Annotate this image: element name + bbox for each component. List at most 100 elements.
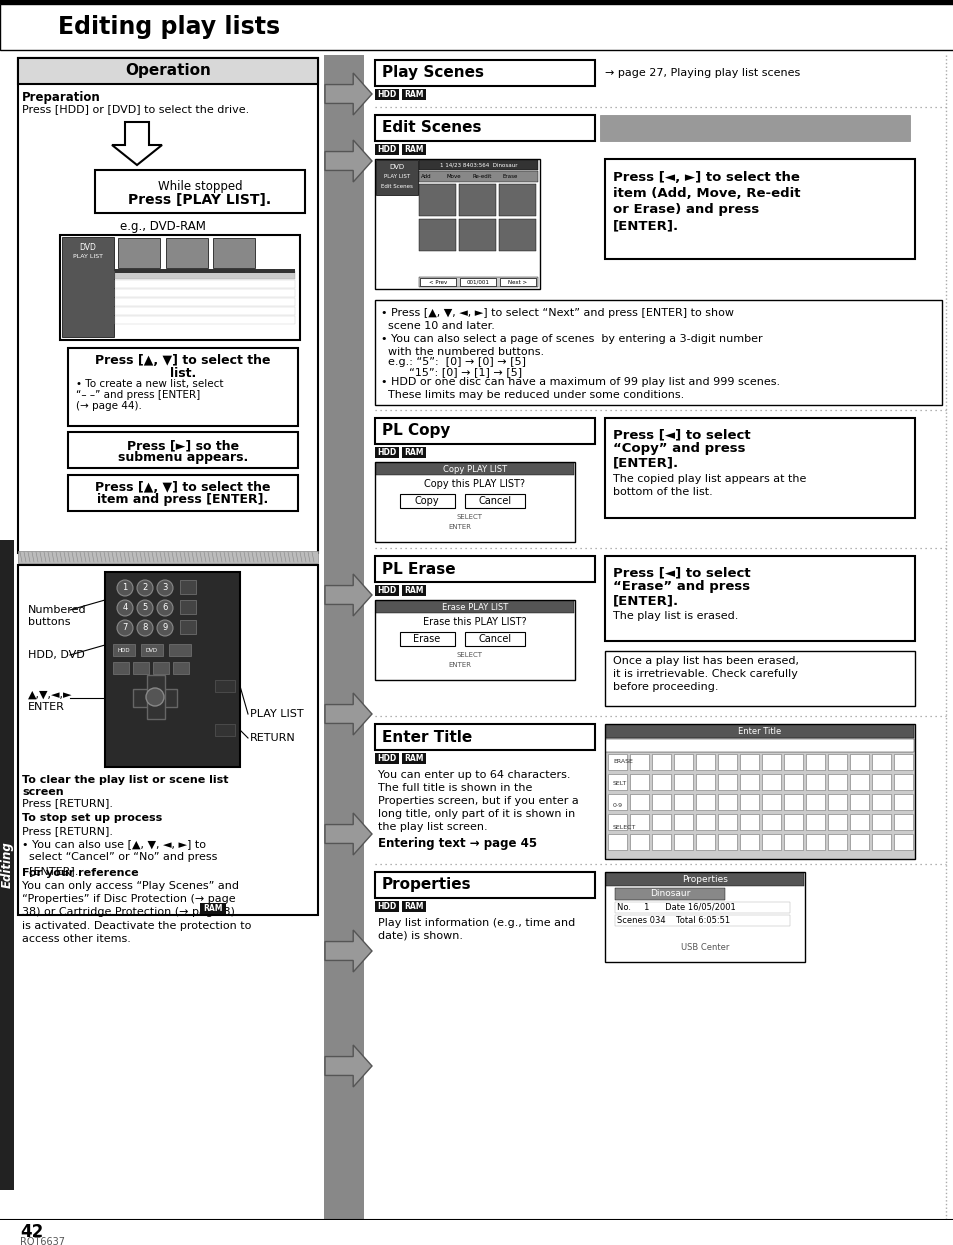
Bar <box>673 774 692 791</box>
Text: date) is shown.: date) is shown. <box>377 931 462 941</box>
Bar <box>761 834 781 850</box>
Bar <box>673 834 692 850</box>
Polygon shape <box>325 693 372 735</box>
Bar <box>68 432 297 468</box>
Polygon shape <box>325 73 372 115</box>
Text: Move: Move <box>446 174 461 179</box>
Bar <box>849 774 868 791</box>
Text: 42: 42 <box>20 1223 43 1241</box>
Text: No.     1      Date 16/05/2001: No. 1 Date 16/05/2001 <box>617 903 735 913</box>
Bar <box>401 447 426 458</box>
Bar <box>68 476 297 510</box>
Text: 8: 8 <box>142 624 148 632</box>
Bar <box>132 688 177 707</box>
Bar <box>761 794 781 810</box>
Text: Edit Scenes: Edit Scenes <box>381 121 481 136</box>
Bar <box>118 238 160 268</box>
Text: HDD: HDD <box>377 754 396 763</box>
Bar <box>112 644 135 656</box>
Bar <box>375 753 398 764</box>
Bar <box>375 88 398 100</box>
Bar <box>115 308 294 315</box>
Bar <box>115 271 294 279</box>
Bar <box>152 662 169 674</box>
Bar <box>893 834 912 850</box>
Bar <box>761 814 781 830</box>
Bar <box>132 662 149 674</box>
Bar <box>375 447 398 458</box>
Text: Preparation: Preparation <box>22 91 101 105</box>
Bar <box>68 349 297 426</box>
Text: Cancel: Cancel <box>478 496 511 505</box>
Text: PLAY LIST: PLAY LIST <box>250 708 303 720</box>
Circle shape <box>117 580 132 596</box>
Bar <box>498 219 536 251</box>
Bar <box>401 901 426 913</box>
Bar <box>651 794 670 810</box>
Bar <box>673 754 692 769</box>
Bar <box>718 794 737 810</box>
Text: PLAY LIST: PLAY LIST <box>383 174 410 179</box>
Text: [ENTER].: [ENTER]. <box>613 456 679 469</box>
Text: Properties: Properties <box>381 878 471 893</box>
Bar <box>615 901 789 913</box>
Text: “Erase” and press: “Erase” and press <box>613 580 749 593</box>
Bar <box>893 814 912 830</box>
Bar <box>604 872 804 962</box>
Text: These limits may be reduced under some conditions.: These limits may be reduced under some c… <box>380 390 683 400</box>
Text: The copied play list appears at the: The copied play list appears at the <box>613 474 805 484</box>
Bar <box>115 280 294 288</box>
Text: While stopped: While stopped <box>157 181 242 193</box>
Bar <box>18 565 317 915</box>
Bar <box>0 1220 953 1245</box>
Text: “Copy” and press: “Copy” and press <box>613 442 744 454</box>
Text: Numbered
buttons: Numbered buttons <box>28 605 87 626</box>
Text: “– –” and press [ENTER]: “– –” and press [ENTER] <box>76 390 200 400</box>
Bar <box>805 754 824 769</box>
Text: Copy this PLAY LIST?: Copy this PLAY LIST? <box>424 479 525 489</box>
Bar <box>169 644 191 656</box>
Text: “15”: [0] → [1] → [5]: “15”: [0] → [1] → [5] <box>380 367 521 377</box>
Text: 2: 2 <box>142 584 148 593</box>
Bar <box>401 753 426 764</box>
Text: (→ page 44).: (→ page 44). <box>76 401 142 411</box>
Text: RAM: RAM <box>404 754 423 763</box>
Bar <box>827 814 846 830</box>
Bar <box>718 774 737 791</box>
Bar <box>180 620 195 634</box>
Polygon shape <box>325 1045 372 1087</box>
Bar <box>0 0 953 4</box>
Bar <box>849 814 868 830</box>
Bar <box>740 794 759 810</box>
Bar <box>651 754 670 769</box>
Polygon shape <box>55 372 68 392</box>
Bar <box>615 915 789 926</box>
Bar <box>783 794 802 810</box>
Polygon shape <box>325 574 372 616</box>
Bar <box>604 651 914 706</box>
Text: 3: 3 <box>162 584 168 593</box>
Text: • To create a new list, select: • To create a new list, select <box>76 378 223 388</box>
Text: Erase this PLAY LIST?: Erase this PLAY LIST? <box>423 618 526 627</box>
Bar <box>740 754 759 769</box>
Bar <box>651 834 670 850</box>
Text: e.g., DVD-RAM: e.g., DVD-RAM <box>120 220 206 233</box>
Text: Editing play lists: Editing play lists <box>58 15 280 39</box>
Text: USB Center: USB Center <box>680 944 728 952</box>
Circle shape <box>137 580 152 596</box>
Text: RQT6637: RQT6637 <box>20 1238 65 1245</box>
Bar <box>827 834 846 850</box>
Bar <box>419 278 456 286</box>
Bar <box>62 237 113 337</box>
Circle shape <box>157 620 172 636</box>
Text: RAM: RAM <box>404 90 423 100</box>
Text: [ENTER].: [ENTER]. <box>613 594 679 608</box>
Bar <box>0 540 14 1190</box>
Bar <box>604 725 914 859</box>
Bar <box>375 872 595 898</box>
Text: Copy: Copy <box>415 496 438 505</box>
Bar <box>498 184 536 215</box>
Text: Dinosaur: Dinosaur <box>649 889 689 899</box>
Bar <box>375 557 595 581</box>
Bar <box>105 571 240 767</box>
